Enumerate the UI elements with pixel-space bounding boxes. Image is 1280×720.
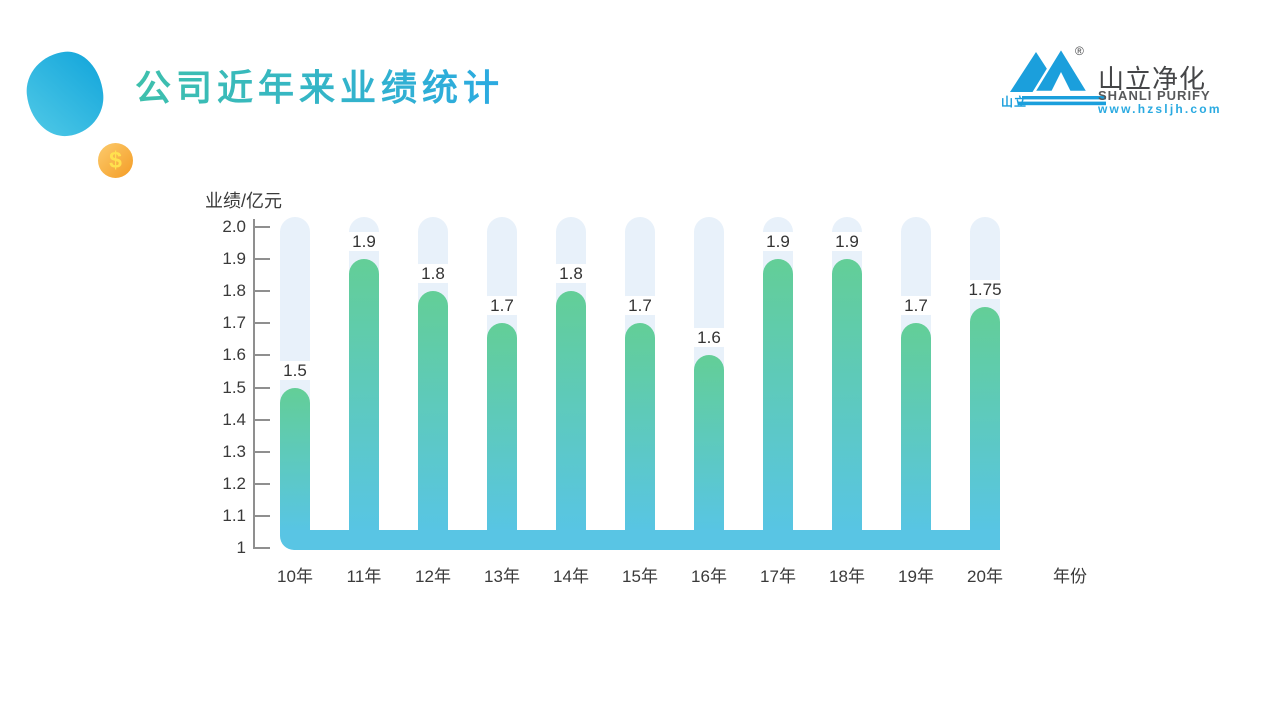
- logo-mountain-icon: [1010, 45, 1106, 106]
- chart-base-band: [280, 530, 1000, 550]
- bar-value-label: 1.7: [608, 296, 672, 316]
- dollar-symbol: $: [109, 147, 122, 173]
- bar-fill: [763, 259, 793, 531]
- bar-value-label: 1.75: [953, 280, 1017, 300]
- y-tick-mark: [255, 547, 270, 549]
- registered-trademark-symbol: ®: [1075, 44, 1084, 58]
- x-axis-label: 年份: [1053, 567, 1087, 586]
- bar-fill: [487, 323, 517, 531]
- bar-value-label: 1.8: [401, 264, 465, 284]
- x-tick-label: 17年: [760, 567, 796, 586]
- bar-value-label: 1.9: [746, 232, 810, 252]
- bar-value-text: 1.6: [693, 328, 725, 348]
- bar-value-label: 1.5: [263, 360, 327, 381]
- company-logo: ® 山立 山立净化 SHANLI PURIFY www.hzsljh.com: [1000, 44, 1250, 116]
- bar-value-text: 1.8: [417, 264, 449, 284]
- y-tick-mark: [255, 514, 270, 517]
- logo-name-en: SHANLI PURIFY: [1098, 88, 1211, 103]
- dollar-coin-icon: $: [98, 143, 133, 178]
- logo-website: www.hzsljh.com: [1098, 102, 1222, 116]
- page-title: 公司近年来业绩统计: [135, 67, 505, 108]
- bar-value-label: 1.6: [677, 328, 741, 348]
- x-tick-label: 18年: [829, 567, 865, 586]
- y-tick-mark: [255, 354, 270, 357]
- bar-value-text: 1.9: [348, 232, 380, 252]
- y-tick-mark: [255, 418, 270, 421]
- y-tick-label: 1.5: [222, 377, 246, 397]
- y-tick-mark: [255, 450, 270, 453]
- bar-fill: [418, 291, 448, 531]
- y-tick-mark: [255, 482, 270, 485]
- bar-fill: [970, 307, 1000, 531]
- bar-fill: [625, 323, 655, 531]
- x-tick-label: 19年: [898, 567, 934, 586]
- y-axis-label: 业绩/亿元: [205, 191, 283, 211]
- bar-fill: [556, 291, 586, 531]
- bar-value-label: 1.9: [815, 232, 879, 252]
- bar-value-label: 1.7: [884, 296, 948, 316]
- x-tick-label: 10年: [277, 567, 313, 586]
- bar-fill: [832, 259, 862, 531]
- bar-value-label: 1.9: [332, 232, 396, 252]
- bar-value-text: 1.7: [900, 296, 932, 316]
- y-tick-label: 1.4: [222, 409, 246, 429]
- y-tick-label: 1: [236, 538, 246, 557]
- y-tick-mark: [255, 386, 270, 389]
- y-tick-label: 1.1: [222, 505, 246, 525]
- y-tick-label: 1.9: [222, 249, 246, 269]
- y-tick-label: 1.2: [222, 473, 246, 493]
- bar-value-text: 1.9: [762, 232, 794, 252]
- bar-value-text: 1.75: [964, 280, 1006, 300]
- bar-fill: [901, 323, 931, 531]
- y-tick-label: 1.7: [222, 313, 246, 333]
- x-tick-label: 15年: [622, 567, 658, 586]
- y-tick-mark: [255, 258, 270, 261]
- y-tick-mark: [255, 322, 270, 325]
- logo-name-cn: 山立净化: [1098, 64, 1207, 94]
- y-tick-mark: [255, 290, 270, 293]
- bar-fill: [280, 387, 310, 531]
- y-tick-label: 1.8: [222, 281, 246, 301]
- bar-value-text: 1.8: [555, 264, 587, 284]
- x-tick-label: 20年: [967, 567, 1003, 586]
- bar-fill: [694, 355, 724, 531]
- x-tick-label: 11年: [346, 567, 382, 586]
- y-tick-label: 2.0: [222, 217, 246, 236]
- bar-value-text: 1.9: [831, 232, 863, 252]
- x-tick-label: 12年: [415, 567, 451, 586]
- x-tick-label: 13年: [484, 567, 520, 586]
- bar-fill: [349, 259, 379, 531]
- y-tick-mark: [255, 226, 270, 228]
- bar-value-label: 1.8: [539, 264, 603, 284]
- logo-mark-text: 山立: [1001, 95, 1028, 109]
- bar-value-text: 1.7: [624, 296, 656, 316]
- x-tick-label: 14年: [553, 567, 589, 586]
- y-tick-label: 1.3: [222, 441, 246, 461]
- bar-value-text: 1.5: [279, 360, 311, 380]
- bar-value-text: 1.7: [486, 296, 518, 316]
- y-axis-line: [253, 219, 255, 549]
- bar-value-label: 1.7: [470, 296, 534, 316]
- x-tick-label: 16年: [691, 567, 727, 586]
- y-tick-label: 1.6: [222, 345, 246, 365]
